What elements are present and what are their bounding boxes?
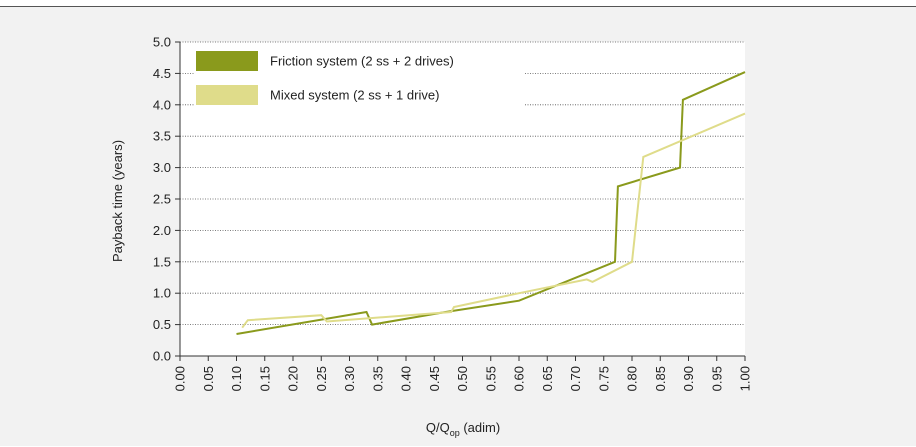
y-tick-label: 1.5 [153,254,171,269]
x-tick-label: 0.50 [455,366,470,391]
x-tick-label: 1.00 [738,366,753,391]
axes [175,41,746,361]
y-tick-label: 4.0 [153,97,171,112]
x-tick-label: 0.35 [370,366,385,391]
x-tick-label: 0.25 [314,366,329,391]
series-lines [236,71,746,335]
x-axis-title: Q/Qop (adim) [426,420,500,438]
y-tick-label: 0.5 [153,317,171,332]
y-tick-label: 2.5 [153,192,171,207]
x-tick-label: 0.85 [653,366,668,391]
x-tick-label: 0.60 [512,366,527,391]
y-axis-title: Payback time (years) [110,140,125,262]
x-tick-label: 0.95 [709,366,724,391]
y-tick-label: 4.5 [153,66,171,81]
x-tick-label: 0.15 [257,366,272,391]
x-tick-label: 0.80 [625,366,640,391]
x-tick-label: 0.70 [568,366,583,391]
payback-chart: 0.0 0.5 1.0 1.5 2.0 2.5 3.0 3.5 4.0 4.5 5.0 0.00 0.0… [110,35,753,439]
y-tick-label: 2.0 [153,223,171,238]
y-tick-label: 5.0 [153,35,171,50]
x-tick-label: 0.90 [681,366,696,391]
x-tick-label: 0.65 [540,366,555,391]
legend: Friction system (2 ss + 2 drives) Mixed s… [195,50,525,108]
x-tick-label: 0.10 [229,366,244,391]
x-tick-label: 0.40 [399,366,414,391]
x-axis-title-rest: (adim) [460,420,500,435]
x-tick-label: 0.45 [427,366,442,391]
x-tick-label: 0.20 [286,366,301,391]
y-tick-label: 1.0 [153,286,171,301]
chart-panel: 0.0 0.5 1.0 1.5 2.0 2.5 3.0 3.5 4.0 4.5 5.0 0.00 0.0… [0,6,916,446]
legend-swatch-1 [196,51,258,71]
y-tick-label: 3.5 [153,129,171,144]
y-tick-label: 3.0 [153,160,171,175]
legend-label-1: Friction system (2 ss + 2 drives) [270,54,454,69]
tick-labels: 0.0 0.5 1.0 1.5 2.0 2.5 3.0 3.5 4.0 4.5 5.0 0.00 0.0… [153,35,753,392]
legend-label-2: Mixed system (2 ss + 1 drive) [270,88,439,103]
x-tick-label: 0.30 [342,366,357,391]
legend-swatch-2 [196,85,258,105]
x-axis-title-sub: op [450,428,460,438]
y-tick-label: 0.0 [153,349,171,364]
x-tick-label: 0.55 [483,366,498,391]
x-tick-label: 0.75 [596,366,611,391]
x-tick-label: 0.05 [201,366,216,391]
x-tick-label: 0.00 [173,366,188,391]
series-line-2 [241,112,746,329]
x-axis-title-main: Q/Q [426,420,450,435]
